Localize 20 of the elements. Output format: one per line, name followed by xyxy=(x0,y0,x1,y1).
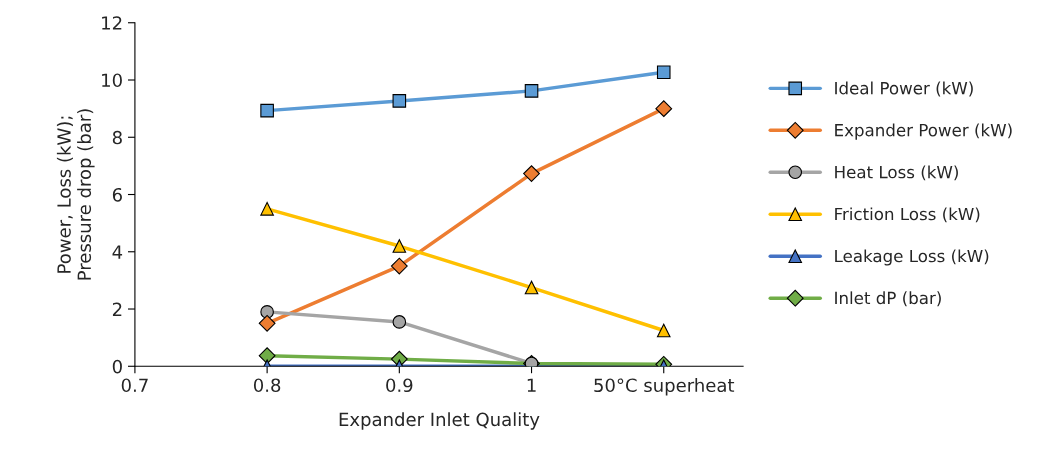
y-tick-label: 4 xyxy=(112,245,123,259)
x-axis-title: Expander Inlet Quality xyxy=(339,412,540,430)
x-tick-label: 50°C superheat xyxy=(594,378,735,396)
x-tick-label: 1 xyxy=(527,378,536,392)
legend-label: Heat Loss (kW) xyxy=(835,165,958,181)
y-tick-label: 2 xyxy=(112,302,122,316)
x-tick-label: 0.8 xyxy=(253,378,281,393)
y-tick-label: 6 xyxy=(112,187,122,202)
legend-label: Ideal Power (kW) xyxy=(835,81,973,97)
legend-label: Friction Loss (kW) xyxy=(835,207,980,223)
y-tick-label: 8 xyxy=(112,130,122,145)
y-tick-label: 12 xyxy=(102,16,122,30)
x-tick-label: 0.7 xyxy=(121,378,148,393)
legend-label: Inlet dP (bar) xyxy=(835,291,941,307)
y-axis-title: Power, Loss (kW); Pressure drop (bar) xyxy=(56,109,95,280)
x-tick-label: 0.9 xyxy=(386,378,413,393)
y-tick-label: 10 xyxy=(102,73,122,88)
y-tick-label: 0 xyxy=(112,359,122,374)
legend-label: Leakage Loss (kW) xyxy=(835,249,989,266)
legend-label: Expander Power (kW) xyxy=(835,123,1012,140)
